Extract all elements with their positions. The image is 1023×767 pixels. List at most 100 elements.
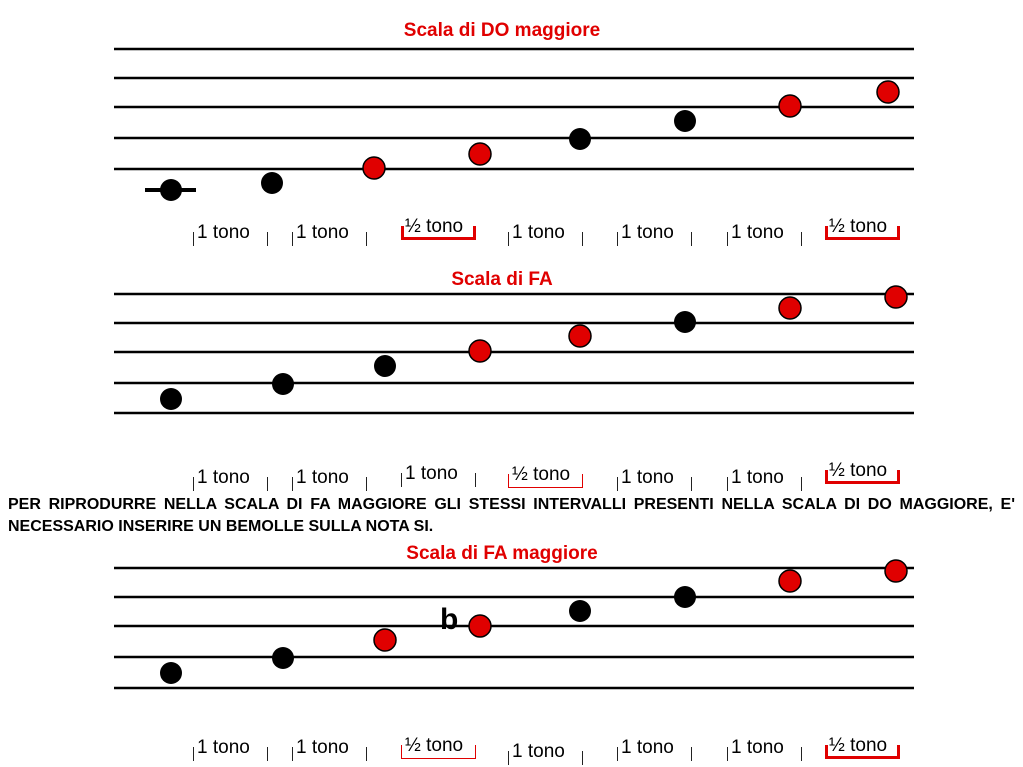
interval-text: 1 tono [405, 463, 458, 484]
bracket-bottom [508, 487, 583, 488]
bracket-left [508, 751, 509, 765]
bracket-right [473, 226, 476, 240]
bracket-left [193, 747, 194, 761]
interval-label: 1 tono [292, 467, 367, 493]
interval-label: ½ tono [401, 735, 476, 761]
note-re [674, 311, 696, 333]
note-sol [569, 128, 591, 150]
interval-text: 1 tono [296, 467, 349, 488]
interval-label: 1 tono [617, 467, 692, 493]
note-la [674, 110, 696, 132]
bracket-right [897, 745, 900, 759]
interval-text: 1 tono [621, 222, 674, 243]
interval-text: ½ tono [405, 735, 464, 756]
bracket-left [825, 226, 828, 240]
staff-fa-maggiore [114, 559, 914, 690]
bracket-left [727, 232, 728, 246]
note-fa [468, 142, 492, 166]
interval-label: ½ tono [825, 735, 900, 761]
note-re [674, 586, 696, 608]
bracket-right [582, 751, 583, 765]
interval-label: 1 tono [727, 222, 802, 248]
bracket-right [475, 745, 476, 759]
bracket-left [508, 232, 509, 246]
note-do [160, 179, 182, 201]
bracket-right [366, 477, 367, 491]
interval-text: 1 tono [621, 467, 674, 488]
bracket-left [825, 470, 828, 484]
interval-label: 1 tono [292, 222, 367, 248]
note-do-high [876, 80, 900, 104]
bracket-right [691, 477, 692, 491]
note-si [468, 339, 492, 363]
interval-label: 1 tono [617, 222, 692, 248]
interval-text: 1 tono [296, 737, 349, 758]
interval-label: 1 tono [193, 737, 268, 763]
bracket-left [292, 477, 293, 491]
note-si [778, 94, 802, 118]
bracket-left [193, 232, 194, 246]
title-do-maggiore: Scala di DO maggiore [403, 20, 601, 41]
bracket-right [366, 232, 367, 246]
note-mi [362, 156, 386, 180]
interval-text: 1 tono [197, 737, 250, 758]
note-la [374, 355, 396, 377]
staff-fa [114, 285, 914, 415]
staff-do-maggiore [114, 47, 914, 201]
bracket-left [292, 747, 293, 761]
interval-text: ½ tono [405, 216, 464, 237]
bracket-right [366, 747, 367, 761]
title-fa: Scala di FA [451, 269, 553, 290]
bracket-left [292, 232, 293, 246]
interval-label: 1 tono [508, 741, 583, 767]
note-do [568, 324, 592, 348]
bracket-right [267, 477, 268, 491]
bracket-right [897, 226, 900, 240]
bracket-left [193, 477, 194, 491]
interval-text: 1 tono [512, 741, 565, 762]
bracket-right [267, 747, 268, 761]
interval-label: ½ tono [825, 460, 900, 486]
interval-text: 1 tono [731, 222, 784, 243]
note-fa-high [884, 285, 908, 309]
interval-label: 1 tono [727, 737, 802, 763]
bracket-right [691, 232, 692, 246]
note-mi [778, 569, 802, 593]
title-fa-maggiore: Scala di FA maggiore [406, 543, 598, 564]
bracket-right [897, 470, 900, 484]
bracket-right [475, 473, 476, 487]
interval-label: 1 tono [508, 222, 583, 248]
interval-label: 1 tono [193, 222, 268, 248]
interval-label: ½ tono [401, 216, 476, 242]
interval-text: 1 tono [197, 467, 250, 488]
bracket-left [617, 747, 618, 761]
interval-label: 1 tono [193, 467, 268, 493]
note-re [261, 172, 283, 194]
interval-text: ½ tono [829, 735, 888, 756]
flat-symbol: b [440, 603, 459, 636]
interval-label: ½ tono [825, 216, 900, 242]
bracket-bottom [825, 237, 900, 240]
interval-text: 1 tono [731, 467, 784, 488]
note-la [373, 628, 397, 652]
bracket-left [508, 474, 509, 488]
note-do [569, 600, 591, 622]
interval-label: 1 tono [292, 737, 367, 763]
note-si-bemolle [468, 614, 492, 638]
bracket-left [401, 745, 402, 759]
bracket-left [617, 477, 618, 491]
note-mi [778, 296, 802, 320]
bracket-left [617, 232, 618, 246]
bracket-left [727, 477, 728, 491]
interval-text: 1 tono [621, 737, 674, 758]
explanation-text: PER RIPRODURRE NELLA SCALA DI FA MAGGIOR… [8, 496, 1015, 535]
interval-label: 1 tono [401, 463, 476, 489]
bracket-left [401, 226, 404, 240]
interval-text: 1 tono [512, 222, 565, 243]
note-sol [272, 647, 294, 669]
bracket-left [727, 747, 728, 761]
bracket-right [801, 232, 802, 246]
bracket-right [582, 232, 583, 246]
interval-label: 1 tono [617, 737, 692, 763]
